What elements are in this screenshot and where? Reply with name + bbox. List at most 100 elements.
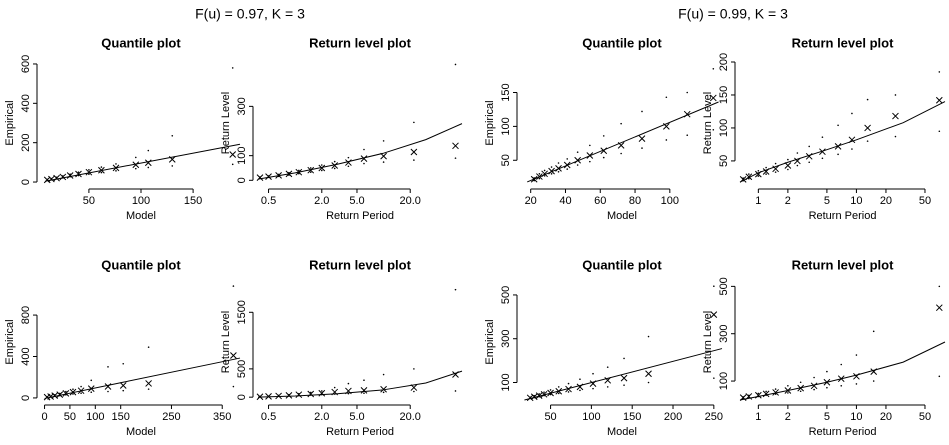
point: [709, 94, 717, 102]
band-dot: [894, 135, 897, 138]
point: [452, 142, 459, 150]
figure-title: F(u) = 0.97, K = 3: [195, 6, 305, 22]
x-tick-label: 100: [132, 195, 150, 207]
y-tick-label: 100: [236, 146, 248, 164]
band-dot: [872, 330, 875, 333]
fit-line: [527, 101, 719, 183]
y-axis-label: Empirical: [4, 100, 16, 145]
band-dot: [799, 390, 802, 393]
band-dot: [69, 173, 71, 175]
x-tick-label: 150: [112, 411, 130, 423]
band-dot: [821, 157, 824, 160]
band-dot: [787, 158, 789, 161]
band-dot: [53, 394, 56, 396]
band-dot: [309, 167, 312, 169]
band-dot: [88, 169, 90, 171]
band-dot: [840, 384, 843, 387]
point: [784, 162, 792, 169]
fit-line: [257, 370, 463, 398]
band-dot: [454, 390, 457, 392]
x-tick-label: 0.5: [261, 411, 276, 423]
point: [819, 148, 826, 156]
y-tick-label: 800: [20, 306, 32, 324]
band-dot: [840, 363, 843, 366]
point: [66, 172, 74, 179]
band-dot: [566, 168, 569, 170]
x-axis-label: Return Period: [809, 426, 877, 438]
band-dot: [808, 161, 811, 164]
band-dot: [413, 390, 415, 393]
band-dot: [866, 140, 869, 142]
band-dot: [413, 159, 415, 161]
band-dot: [866, 98, 869, 101]
x-tick-label: 2.0: [314, 195, 329, 207]
band-dot: [90, 379, 93, 382]
band-dot: [757, 175, 760, 177]
band-dot: [796, 152, 799, 154]
band-dot: [115, 163, 117, 165]
band-dot: [58, 392, 61, 395]
point: [864, 124, 871, 132]
band-dot: [821, 136, 824, 138]
y-tick-label: 200: [20, 133, 32, 151]
band-dot: [647, 335, 650, 338]
band-dot: [549, 393, 552, 396]
x-tick-label: 100: [661, 195, 679, 207]
x-tick-label: 0.5: [261, 195, 276, 207]
point: [645, 370, 652, 378]
band-dot: [382, 161, 385, 163]
band-dot: [774, 162, 777, 165]
band-dot: [765, 166, 767, 169]
band-dot: [363, 392, 365, 395]
point: [620, 374, 628, 382]
band-dot: [100, 171, 103, 174]
band-dot: [147, 346, 150, 348]
band-dot: [72, 388, 74, 391]
band-dot: [872, 380, 875, 382]
x-tick-label: 20.0: [400, 195, 421, 207]
band-dot: [320, 169, 323, 172]
y-tick-label: 100: [718, 372, 730, 390]
band-dot: [267, 175, 270, 177]
band-dot: [65, 390, 67, 393]
band-dot: [543, 169, 546, 172]
band-dot: [589, 160, 591, 163]
band-dot: [147, 388, 150, 390]
band-dot: [826, 370, 828, 373]
y-tick-label: 0: [236, 394, 248, 400]
point: [307, 390, 315, 398]
band-dot: [347, 156, 350, 159]
x-tick-label: 5: [824, 411, 830, 423]
figure-title: F(u) = 0.99, K = 3: [678, 6, 788, 22]
x-tick-label: 250: [162, 411, 180, 423]
x-tick-label: 10: [850, 195, 862, 207]
x-axis-label: Return Period: [326, 210, 394, 222]
panel-title: Return level plot: [792, 35, 895, 50]
band-dot: [171, 134, 174, 137]
x-axis-label: Model: [607, 210, 637, 222]
point: [119, 382, 127, 389]
band-dot: [107, 366, 109, 368]
band-dot: [77, 171, 80, 173]
panel-title: Quantile plot: [582, 35, 662, 50]
point: [380, 385, 387, 393]
y-tick-label: 150: [718, 86, 730, 104]
x-tick-label: 60: [594, 195, 606, 207]
point: [935, 96, 943, 104]
band-dot: [277, 173, 280, 176]
y-tick-label: 300: [718, 325, 730, 343]
band-dot: [592, 372, 594, 375]
band-dot: [576, 164, 579, 166]
point: [85, 168, 93, 176]
y-tick-label: 50: [718, 155, 730, 167]
y-tick-label: 300: [500, 330, 512, 348]
x-tick-label: 150: [184, 195, 202, 207]
fit-line: [45, 143, 241, 182]
point: [145, 380, 152, 387]
band-dot: [894, 94, 897, 96]
y-tick-label: 500: [500, 286, 512, 304]
band-dot: [298, 169, 300, 172]
x-tick-label: 100: [86, 411, 104, 423]
y-axis-label: Return Level: [220, 311, 232, 373]
